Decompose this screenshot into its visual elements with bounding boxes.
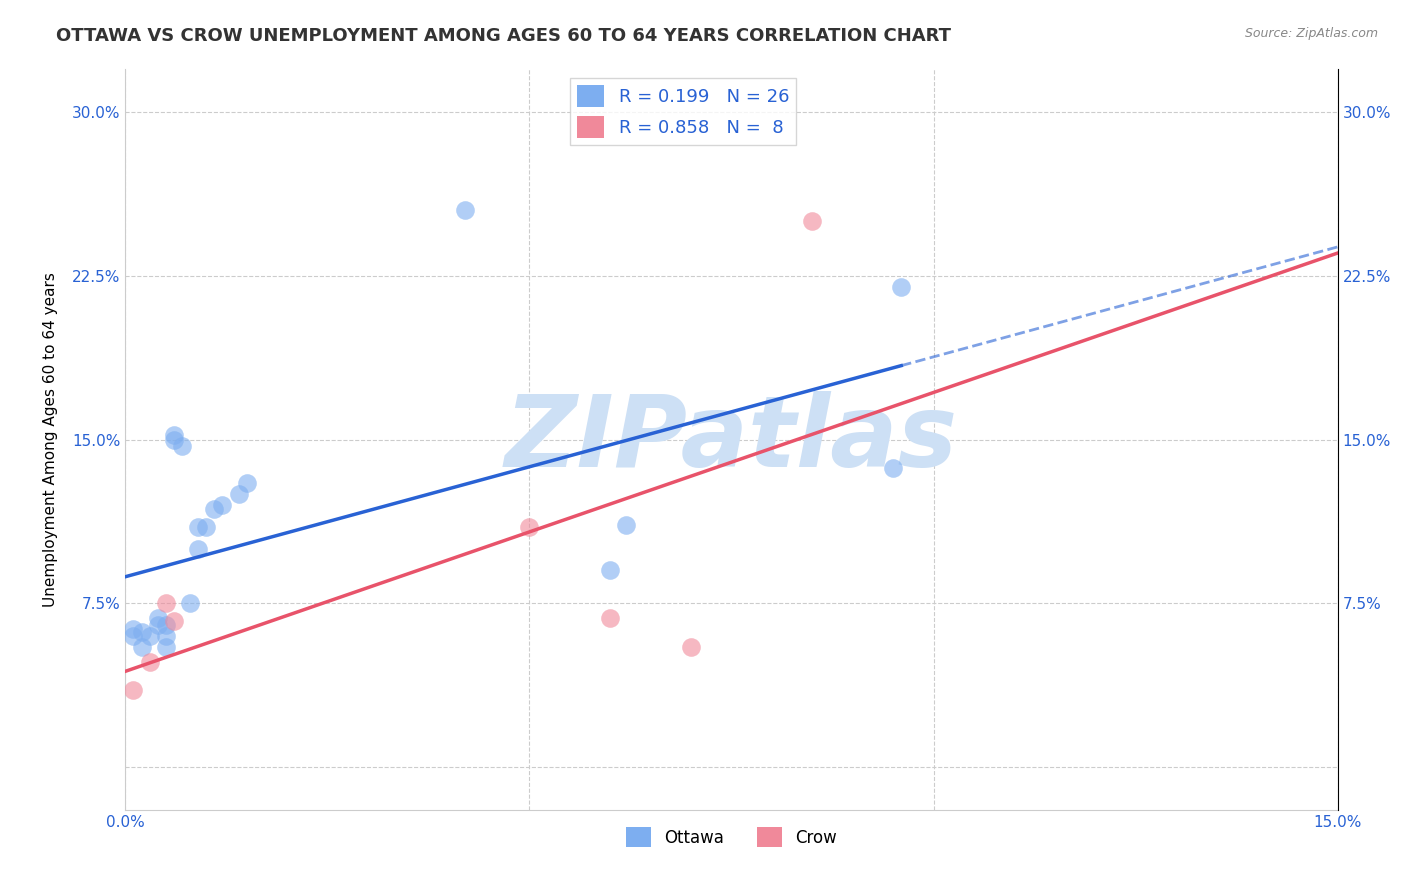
Point [122, 629, 145, 643]
Point [146, 618, 169, 632]
Point [616, 517, 638, 532]
Point [235, 476, 257, 491]
Point [163, 433, 186, 447]
Point [170, 439, 193, 453]
Text: OTTAWA VS CROW UNEMPLOYMENT AMONG AGES 60 TO 64 YEARS CORRELATION CHART: OTTAWA VS CROW UNEMPLOYMENT AMONG AGES 6… [56, 27, 952, 45]
Point [202, 502, 225, 516]
Point [163, 614, 186, 628]
Point [890, 279, 912, 293]
Point [599, 611, 621, 625]
Point [211, 498, 233, 512]
Point [801, 214, 824, 228]
Legend: Ottawa, Crow: Ottawa, Crow [619, 821, 844, 855]
Point [155, 640, 177, 654]
Point [131, 640, 153, 654]
Point [882, 461, 904, 475]
Point [138, 655, 160, 669]
Point [228, 487, 250, 501]
Point [519, 520, 541, 534]
Point [454, 203, 477, 218]
Point [179, 596, 201, 610]
Point [146, 611, 169, 625]
Point [187, 541, 209, 556]
Text: Source: ZipAtlas.com: Source: ZipAtlas.com [1244, 27, 1378, 40]
Point [131, 624, 153, 639]
Point [122, 623, 145, 637]
Point [195, 520, 218, 534]
Y-axis label: Unemployment Among Ages 60 to 64 years: Unemployment Among Ages 60 to 64 years [44, 272, 58, 607]
Point [155, 618, 177, 632]
Point [163, 428, 186, 442]
Point [138, 629, 160, 643]
Point [155, 596, 177, 610]
Point [122, 683, 145, 698]
Point [599, 564, 621, 578]
Point [155, 629, 177, 643]
Text: ZIPatlas: ZIPatlas [505, 391, 957, 488]
Point [187, 520, 209, 534]
Point [681, 640, 703, 654]
